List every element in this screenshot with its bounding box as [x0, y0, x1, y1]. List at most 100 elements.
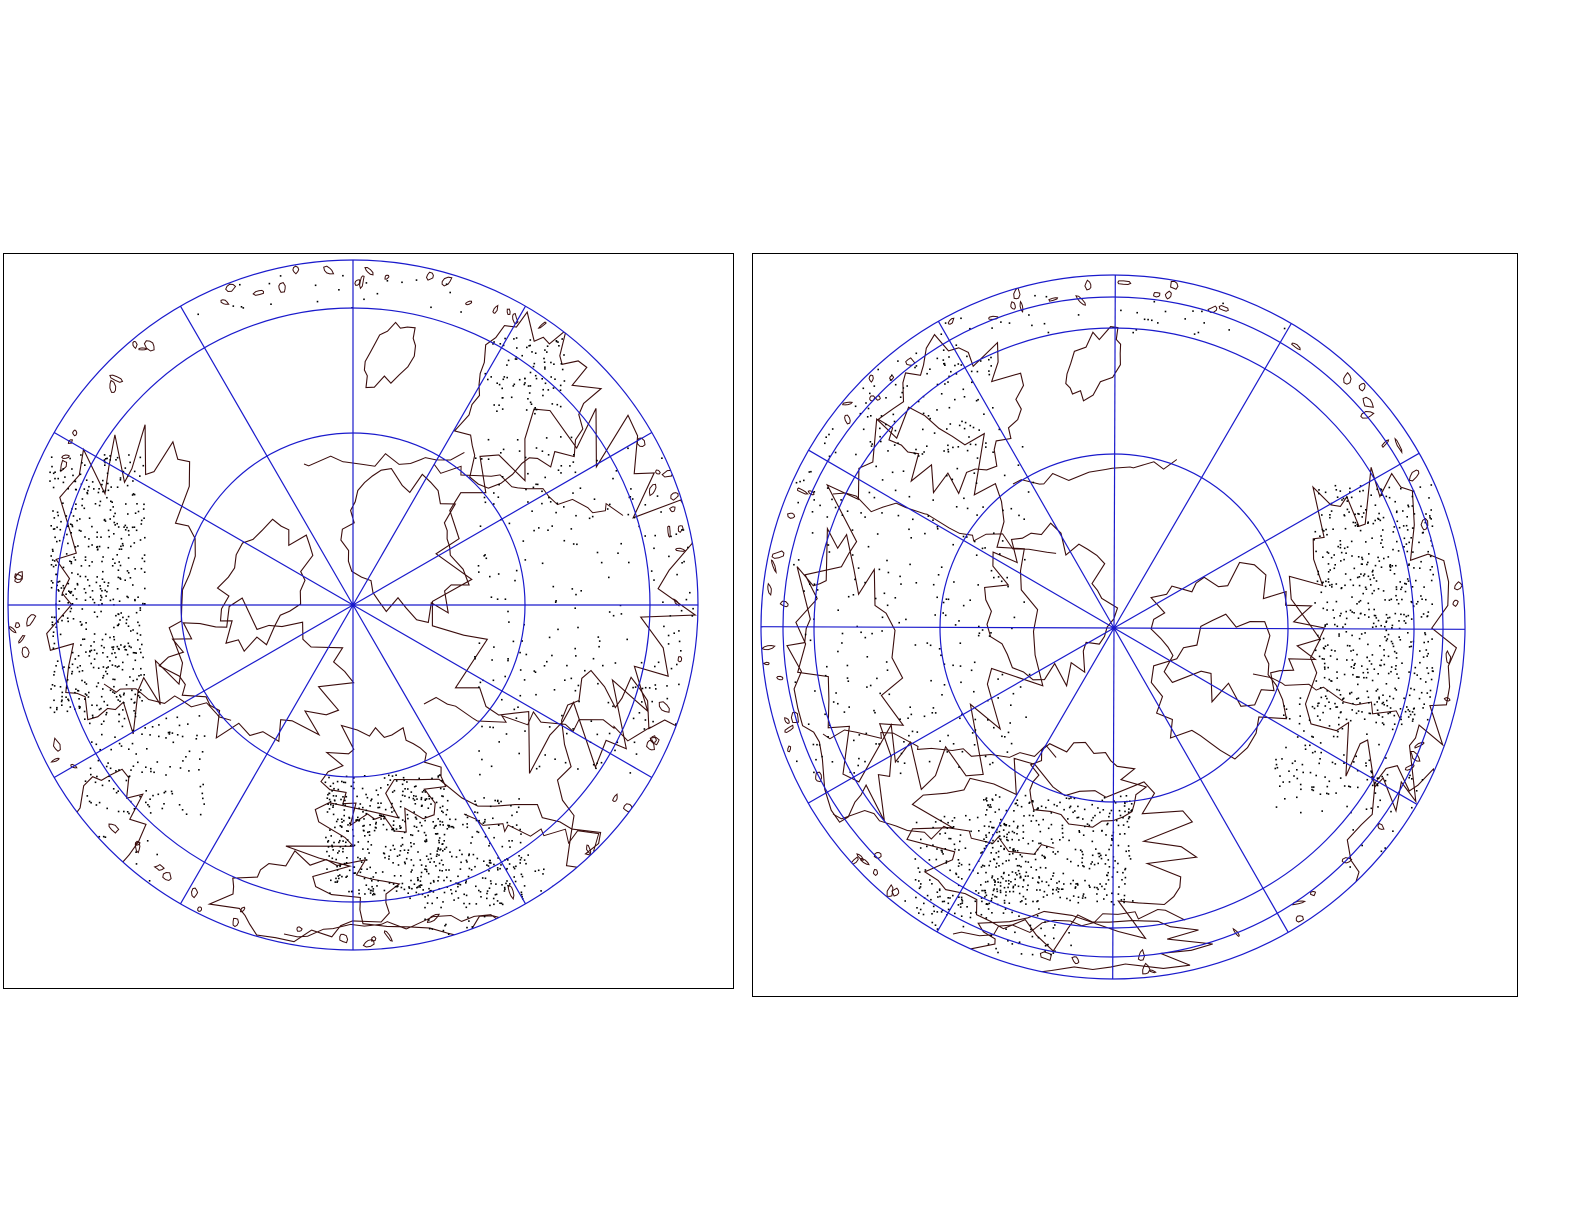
city-dot — [1330, 556, 1333, 559]
island-outline — [1218, 304, 1229, 312]
city-dot — [145, 790, 147, 792]
city-dot — [109, 459, 111, 461]
city-dot — [1392, 531, 1395, 533]
city-dot — [538, 527, 540, 529]
city-dot — [240, 306, 243, 308]
city-dot — [940, 566, 943, 568]
city-dot — [654, 665, 656, 668]
city-dot — [1326, 623, 1328, 625]
city-dot — [1372, 622, 1375, 625]
city-dot — [1326, 792, 1328, 795]
city-dot — [489, 904, 491, 907]
city-dot — [1346, 508, 1349, 511]
city-dot — [96, 536, 98, 538]
city-dot — [634, 686, 637, 688]
island-outline — [109, 374, 124, 383]
city-dot — [424, 906, 426, 909]
city-dot — [65, 553, 68, 555]
city-dot — [555, 600, 557, 602]
city-dot — [439, 820, 441, 823]
city-dot — [813, 499, 815, 501]
city-dot — [76, 582, 79, 585]
city-dot — [985, 442, 987, 444]
city-dot — [377, 794, 379, 796]
city-dot — [1009, 846, 1011, 849]
city-dot — [85, 694, 88, 696]
city-dot — [420, 824, 423, 827]
city-dot — [419, 880, 422, 882]
city-dot — [111, 565, 114, 567]
city-dot — [56, 660, 59, 662]
city-dot — [353, 787, 355, 790]
city-dot — [52, 631, 55, 633]
city-dot — [983, 413, 985, 415]
city-dot — [1039, 889, 1041, 891]
island-outline — [383, 930, 394, 942]
city-dot — [1011, 871, 1014, 873]
city-dot — [1361, 558, 1364, 561]
city-dot — [547, 529, 549, 531]
city-dot — [667, 634, 670, 637]
city-dot — [1324, 668, 1326, 670]
city-dot — [382, 823, 385, 826]
city-dot — [526, 346, 528, 349]
city-dot — [1350, 666, 1353, 668]
city-dot — [980, 852, 982, 854]
city-dot — [1350, 496, 1353, 499]
city-dot — [449, 880, 452, 882]
city-dot — [1339, 777, 1342, 779]
city-dot — [358, 807, 360, 810]
city-dot — [400, 886, 403, 889]
city-dot — [129, 577, 132, 579]
city-dot — [503, 376, 506, 378]
city-dot — [117, 576, 120, 579]
city-dot — [403, 888, 406, 891]
city-dot — [417, 886, 419, 888]
city-dot — [874, 597, 877, 600]
city-dot — [880, 415, 883, 417]
city-dot — [826, 665, 828, 668]
city-dot — [415, 826, 418, 828]
city-dot — [1346, 644, 1349, 647]
city-dot — [590, 720, 593, 722]
city-dot — [988, 825, 990, 828]
city-dot — [651, 700, 653, 703]
city-dot — [1340, 560, 1342, 562]
city-dot — [358, 889, 360, 891]
city-dot — [71, 672, 73, 675]
city-dot — [1342, 497, 1345, 500]
city-dot — [1410, 645, 1413, 648]
city-dot — [144, 587, 146, 590]
city-dot — [994, 895, 996, 898]
city-dot — [396, 885, 399, 888]
city-dot — [401, 843, 404, 846]
city-dot — [484, 877, 487, 880]
city-dot — [51, 624, 54, 626]
city-dot — [424, 798, 427, 801]
city-dot — [944, 383, 946, 385]
city-dot — [974, 729, 977, 731]
city-dot — [1116, 871, 1119, 873]
city-dot — [114, 562, 116, 564]
city-dot — [1368, 702, 1370, 704]
city-dot — [966, 536, 968, 538]
city-dot — [514, 358, 517, 360]
city-dot — [1329, 569, 1331, 571]
city-dot — [1128, 850, 1130, 852]
city-dot — [399, 825, 401, 827]
city-dot — [102, 490, 104, 493]
city-dot — [512, 640, 515, 643]
city-dot — [1385, 629, 1388, 632]
city-dot — [1410, 687, 1412, 690]
city-dot — [499, 343, 502, 345]
city-dot — [894, 429, 897, 432]
city-dot — [920, 838, 922, 841]
city-dot — [1380, 664, 1382, 667]
city-dot — [467, 875, 470, 878]
city-dot — [1324, 585, 1327, 588]
city-dot — [990, 852, 992, 854]
city-dot — [112, 648, 114, 651]
island-outline — [109, 379, 117, 393]
city-dot — [1320, 591, 1323, 594]
city-dot — [1398, 620, 1400, 622]
